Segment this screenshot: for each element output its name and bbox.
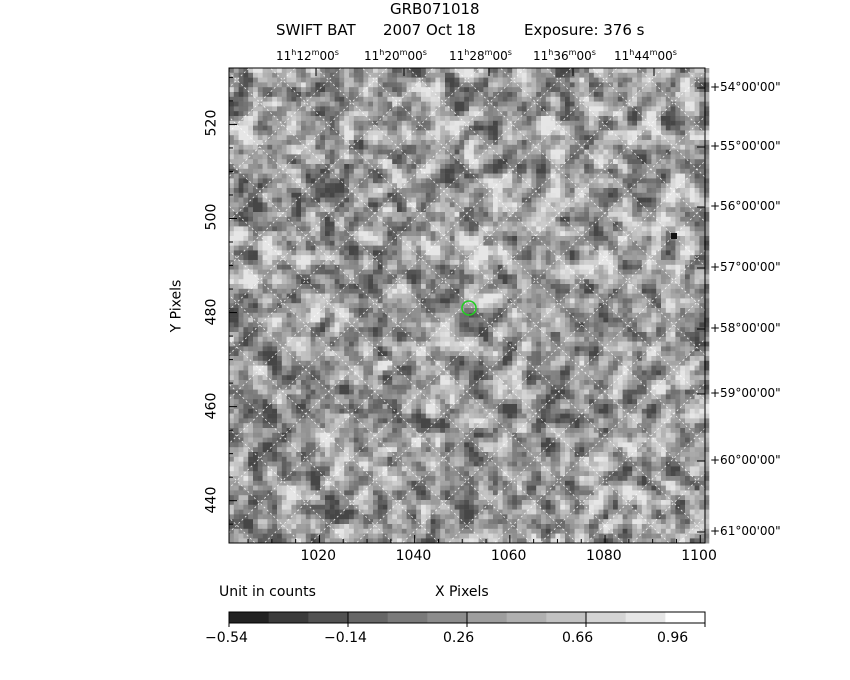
x-tick-label: 1020	[300, 548, 337, 564]
x-axis-label: X Pixels	[435, 584, 489, 600]
date-label: 2007 Oct 18	[383, 21, 476, 39]
colorbar-segment	[308, 612, 349, 623]
image-title: GRB071018	[390, 0, 480, 18]
colorbar-segment	[586, 612, 627, 623]
colorbar-tick-label: 0.96	[657, 630, 689, 646]
y-tick-label: 500	[203, 204, 220, 231]
grid-line	[775, 0, 850, 583]
dec-label: +57°00'00"	[710, 260, 781, 274]
exposure-label: Exposure: 376 s	[524, 21, 645, 39]
burst-position-circle	[461, 300, 477, 316]
colorbar-segment	[546, 612, 587, 623]
ra-label: 11h44m00s	[614, 48, 677, 63]
grid-line	[689, 28, 850, 628]
colorbar-tick-label: 0.26	[443, 630, 475, 646]
dark-pixel-spot	[671, 233, 677, 239]
instrument-label: SWIFT BAT	[276, 21, 356, 39]
colorbar-tick-label: −0.14	[324, 630, 367, 646]
dec-label: +54°00'00"	[710, 80, 781, 94]
colorbar-segment	[665, 612, 706, 623]
y-tick-label: 440	[203, 486, 220, 514]
colorbar-tick-label: −0.54	[205, 630, 248, 646]
colorbar-segment	[387, 612, 428, 623]
colorbar-segment	[506, 612, 547, 623]
ra-label: 11h36m00s	[533, 48, 596, 63]
colorbar-segment	[427, 612, 468, 623]
colorbar-segment	[229, 612, 270, 623]
dec-label: +55°00'00"	[710, 139, 781, 153]
plot-frame	[228, 67, 706, 544]
grid-line	[729, 0, 850, 583]
ra-label: 11h28m00s	[449, 48, 512, 63]
colorbar-segment	[348, 612, 389, 623]
dec-label: +61°00'00"	[710, 524, 781, 538]
ra-label: 11h20m00s	[364, 48, 427, 63]
ra-label: 11h12m00s	[276, 48, 339, 63]
colorbar-segment	[625, 612, 666, 623]
y-tick-label: 520	[203, 110, 220, 137]
x-tick-label: 1100	[681, 548, 717, 564]
y-tick-label: 480	[203, 298, 220, 325]
grid-line	[827, 28, 850, 628]
grid-line	[735, 28, 850, 628]
y-axis-label: Y Pixels	[168, 279, 185, 333]
y-tick-label: 460	[203, 392, 220, 419]
noise-heatmap	[229, 68, 710, 544]
x-tick-label: 1060	[490, 548, 527, 564]
colorbar-segment	[467, 612, 508, 623]
dec-label: +58°00'00"	[710, 321, 781, 335]
colorbar-segment	[268, 612, 309, 623]
x-tick-label: 1040	[395, 548, 432, 564]
grid-line	[781, 28, 850, 628]
dec-label: +59°00'00"	[710, 386, 781, 400]
grid-line	[821, 0, 850, 583]
colorbar-tick-label: 0.66	[562, 630, 594, 646]
dec-label: +60°00'00"	[710, 453, 781, 467]
dec-label: +56°00'00"	[710, 199, 781, 213]
x-tick-label: 1080	[586, 548, 622, 564]
unit-label: Unit in counts	[219, 584, 316, 600]
